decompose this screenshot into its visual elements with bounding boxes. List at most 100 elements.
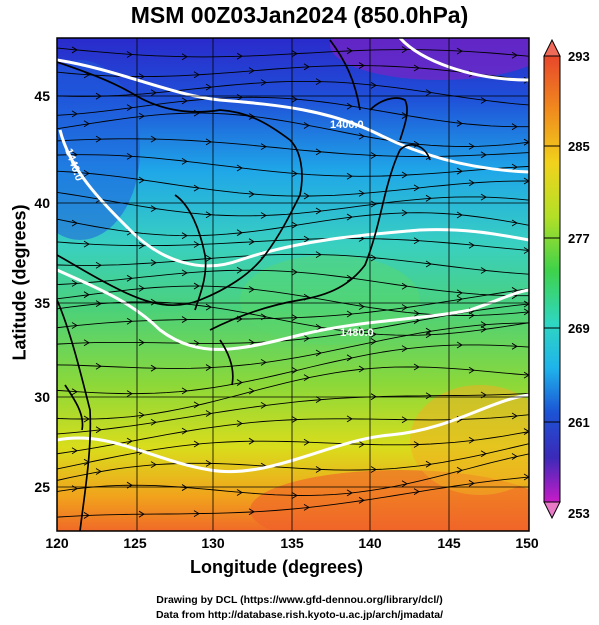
streamline-arrow [346,354,353,362]
streamline-arrow [511,219,518,227]
streamline-arrow [248,387,255,395]
geopotential-contours [57,38,529,473]
streamline-arrow [71,151,78,159]
taiwan-coast [64,384,84,431]
streamline-arrow [536,103,541,109]
streamline-arrow [511,163,518,171]
streamline-arrow [291,170,298,178]
streamline-arrow [480,97,487,104]
streamline-arrow [205,211,212,219]
cold-patch [57,60,140,240]
streamline-arrow [456,466,463,474]
streamline-arrow [370,338,377,345]
warm-patch [240,255,420,345]
streamline-arrow [346,489,353,497]
streamline-arrow [248,508,255,516]
streamline-arrow [480,267,487,274]
streamline-arrow [260,359,267,366]
streamline-arrow [346,310,353,318]
contour-line [57,58,529,174]
streamline-arrow [413,64,420,72]
streamline-arrow [456,211,463,219]
streamline-arrow [425,327,432,335]
streamline-arrow [456,289,463,297]
streamline-arrow [303,374,310,382]
streamline [57,191,529,217]
streamline-arrow [83,291,90,299]
streamline-arrow [413,237,420,245]
streamline-arrow [205,138,212,146]
streamline-arrow [511,453,518,460]
streamline-arrow [536,199,541,205]
streamline-arrow [480,193,487,201]
streamline-arrow [205,255,212,262]
streamline-arrow [205,83,212,91]
streamline-arrow [150,418,157,426]
credit-drawing: Drawing by DCL (https://www.gfd-dennou.o… [156,594,443,606]
mainland-coast [57,61,303,306]
streamline-arrow [181,232,188,240]
streamline-arrow [468,436,475,444]
streamline-arrow [126,104,133,112]
streamline-arrow [315,323,322,331]
streamline [57,96,529,128]
streamline-arrow [315,148,322,156]
streamline-arrow [205,410,212,417]
streamline-arrow [523,247,529,254]
streamline-arrow [193,401,200,409]
contour-label: 1400.0 [330,119,364,131]
streamline-arrow [303,235,310,243]
streamline-arrow [291,314,298,322]
y-tick-label: 30 [34,389,50,405]
y-tick-label: 25 [34,479,50,495]
streamline [57,269,529,297]
streamline-arrow [181,427,188,435]
streamline-arrow [370,466,377,473]
colorbar-tick-label: 253 [568,506,590,521]
streamline-arrow [480,151,487,159]
streamline-arrow [150,135,157,143]
streamline-arrow [511,287,518,294]
streamline-arrow [181,316,188,323]
streamline-arrow [536,438,541,444]
streamline-arrow [95,426,102,434]
streamline-arrow [248,437,255,445]
streamline-arrow [303,438,310,446]
streamline-arrow [358,440,365,448]
streamline [57,170,529,197]
streamline-arrow [236,420,243,427]
streamline-arrow [193,71,200,79]
streamline-arrow [291,50,298,58]
streamline-arrow [315,207,322,215]
streamline-arrow [150,298,157,306]
streamline-arrow [126,437,133,445]
streamline-arrow [315,251,322,258]
streamline-arrow [126,51,133,58]
streamline-arrow [511,342,518,350]
streamline-arrow [181,158,188,165]
x-axis-label: Longitude (degrees) [190,557,364,577]
streamline-arrow [480,325,487,333]
streamline-arrow [138,112,145,120]
streamline-arrow [236,489,243,496]
streamline-arrow [401,345,408,353]
streamline-arrow [468,179,475,187]
streamline-arrow [83,170,90,177]
streamline-arrow [150,89,157,97]
streamline-arrow [511,123,518,131]
streamline-arrow [358,303,365,310]
streamline [57,285,529,316]
streamline-arrow [236,229,243,237]
streamline-arrow [83,415,90,423]
streamline-arrow [370,82,377,89]
streamline-arrow [536,390,541,396]
streamline-arrow [370,152,377,159]
streamline-arrow [425,89,432,97]
streamline-arrow [71,46,78,54]
streamline-arrow [205,460,212,467]
streamline-arrow [126,317,133,325]
x-tick-label: 120 [45,535,69,551]
streamline-arrow [248,67,255,75]
streamline-arrow [358,62,365,69]
streamline-arrow [181,53,188,61]
